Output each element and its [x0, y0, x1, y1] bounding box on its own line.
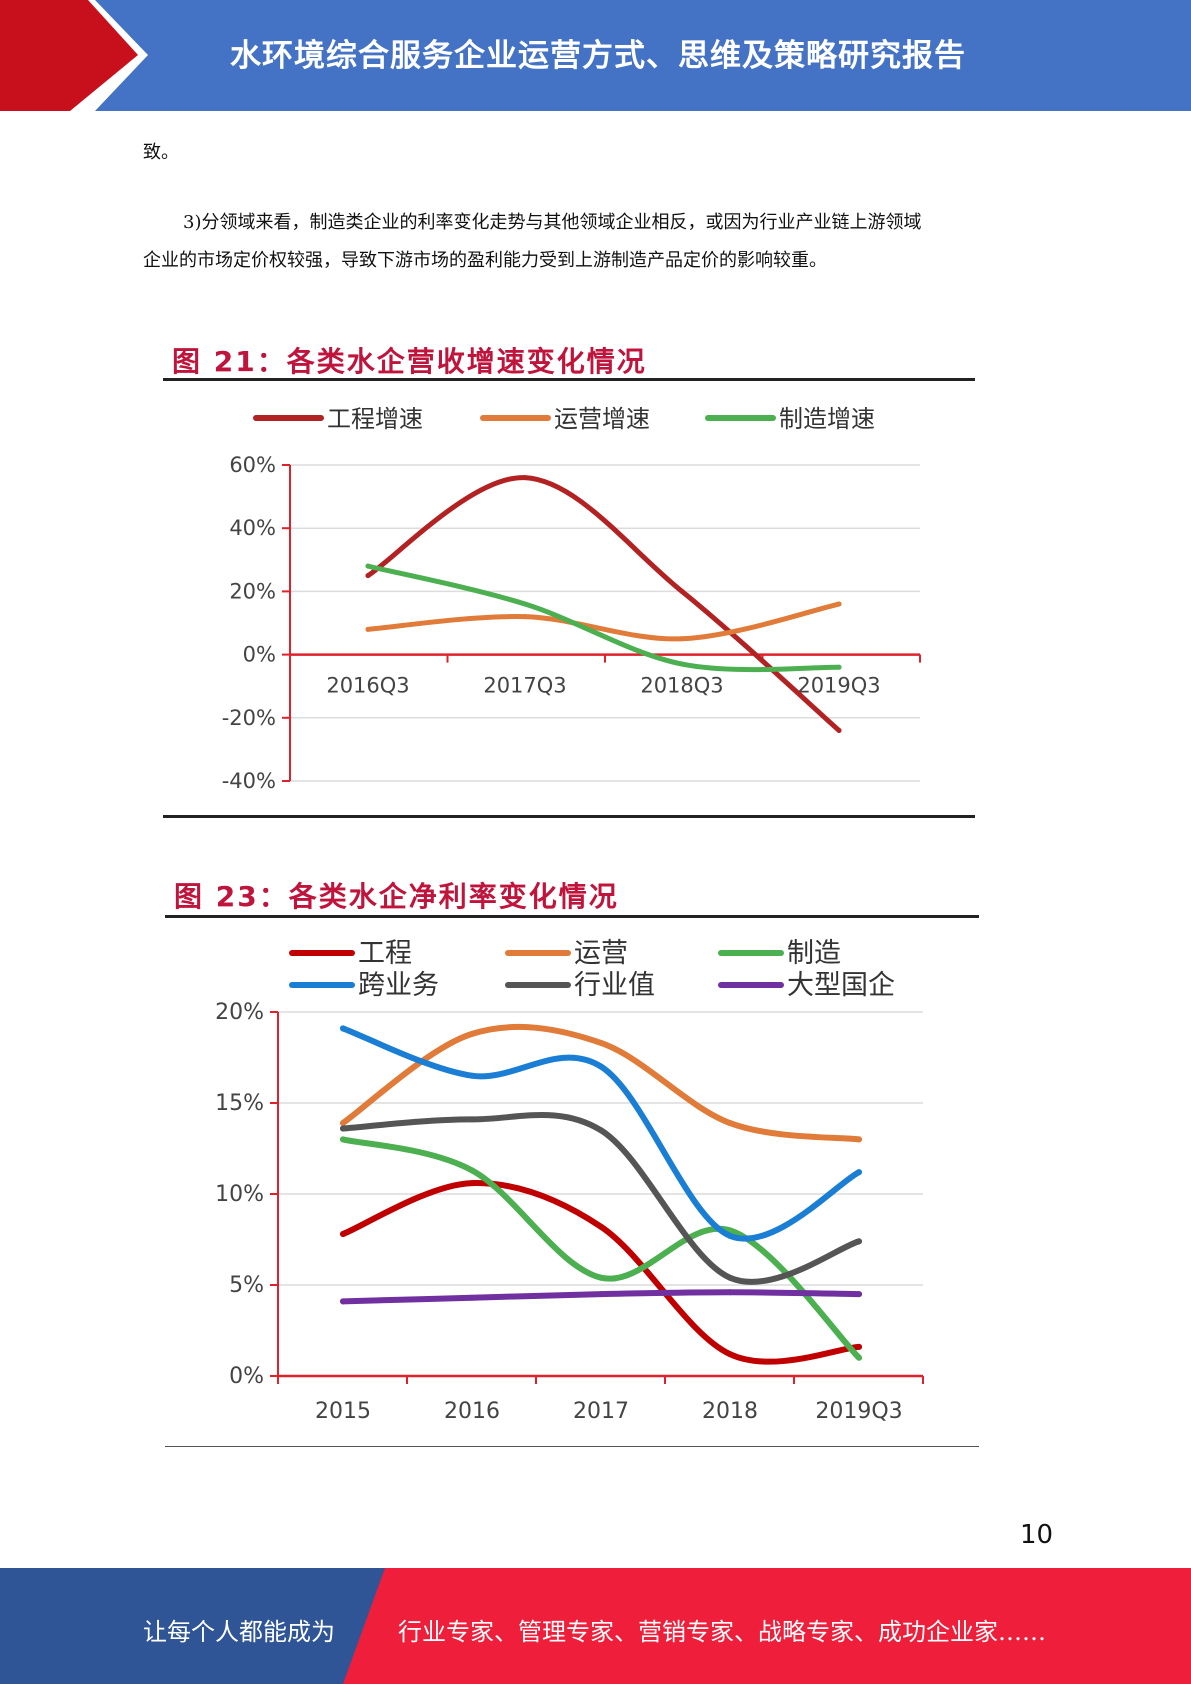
chart-title-rule	[163, 378, 975, 381]
data-point	[340, 1231, 346, 1238]
y-tick-label: 5%	[229, 1273, 264, 1298]
body-paragraph-line: 企业的市场定价权较强，导致下游市场的盈利能力受到上游制造产品定价的影响较重。	[143, 250, 827, 271]
data-point	[522, 614, 528, 620]
data-point	[340, 1025, 346, 1032]
footer-slogan: 让每个人都能成为	[143, 1618, 335, 1646]
chart-title-rule	[165, 915, 979, 918]
x-tick-label: 2016Q3	[326, 674, 409, 698]
x-tick-label: 2017Q3	[483, 674, 566, 698]
series-line	[340, 1112, 862, 1285]
legend-label: 制造	[787, 938, 841, 969]
legend-label: 工程	[358, 938, 412, 969]
data-point	[679, 588, 685, 594]
data-point	[522, 601, 528, 607]
footer-tagline: 行业专家、管理专家、营销专家、战略专家、成功企业家……	[398, 1618, 1046, 1646]
x-tick-label: 2016	[444, 1399, 500, 1424]
chart-title: 图 23：各类水企净利率变化情况	[174, 880, 619, 913]
chart-title: 图 21：各类水企营收增速变化情况	[172, 345, 647, 378]
legend-label: 工程增速	[327, 405, 423, 433]
net-margin-chart: 0% 5% 10% 15% 20% 2015 2016 2017 2018 2019Q3 工程 运营 制…	[215, 938, 924, 1424]
body-paragraph-line: 3)分领域来看，制造类企业的利率变化走势与其他领域企业相反，或因为行业产业链上游…	[183, 212, 922, 233]
page-footer: 让每个人都能成为 行业专家、管理专家、营销专家、战略专家、成功企业家……	[0, 1568, 1191, 1684]
data-point	[598, 1291, 604, 1298]
data-point	[469, 1167, 475, 1174]
data-point	[469, 1180, 475, 1187]
data-point	[727, 1274, 733, 1281]
data-point	[365, 563, 371, 569]
data-point	[727, 1351, 733, 1358]
legend-label: 跨业务	[358, 970, 439, 1001]
data-point	[340, 1298, 346, 1305]
data-point	[856, 1136, 862, 1143]
legend-label: 制造增速	[779, 405, 875, 433]
data-point	[598, 1039, 604, 1046]
x-tick-label: 2019Q3	[815, 1399, 902, 1424]
x-tick-label: 2015	[315, 1399, 371, 1424]
data-point	[727, 1289, 733, 1296]
y-tick-label: 20%	[215, 1000, 264, 1025]
data-point	[856, 1169, 862, 1176]
data-point	[856, 1343, 862, 1350]
y-tick-label: 20%	[229, 579, 276, 603]
legend-label: 运营增速	[554, 405, 650, 433]
data-point	[836, 727, 842, 733]
data-point	[856, 1238, 862, 1245]
data-point	[522, 475, 528, 481]
series-line	[365, 475, 842, 733]
data-point	[469, 1072, 475, 1079]
data-point	[679, 661, 685, 667]
data-point	[598, 1274, 604, 1281]
y-tick-label: 0%	[229, 1364, 264, 1389]
series-line	[365, 563, 842, 673]
data-point	[469, 1030, 475, 1037]
data-point	[856, 1291, 862, 1298]
data-point	[836, 601, 842, 607]
data-point	[836, 664, 842, 670]
series-line	[365, 601, 842, 642]
data-point	[679, 636, 685, 642]
revenue-growth-chart: -40% -20% 0% 20% 40% 60% 2016Q3 2017Q3 2018Q3 201…	[222, 405, 921, 793]
chart-bottom-rule	[165, 1446, 979, 1447]
x-tick-label: 2018Q3	[640, 674, 723, 698]
header-decoration	[0, 0, 148, 111]
series-line	[340, 1025, 862, 1242]
series-line	[340, 1136, 862, 1361]
x-tick-label: 2019Q3	[797, 674, 880, 698]
data-point	[340, 1120, 346, 1127]
body-text-line: 致。	[143, 142, 179, 163]
data-point	[598, 1223, 604, 1230]
y-tick-label: 0%	[243, 643, 276, 667]
footer-background	[0, 1568, 1191, 1684]
y-tick-label: -40%	[222, 769, 276, 793]
data-point	[340, 1136, 346, 1143]
header-title: 水环境综合服务企业运营方式、思维及策略研究报告	[230, 38, 966, 74]
y-tick-label: 15%	[215, 1091, 264, 1116]
data-point	[469, 1116, 475, 1123]
legend-label: 运营	[574, 938, 628, 969]
data-point	[856, 1354, 862, 1361]
data-point	[598, 1063, 604, 1070]
x-tick-label: 2018	[702, 1399, 758, 1424]
data-point	[365, 573, 371, 579]
page-number: 10	[1020, 1520, 1054, 1550]
data-point	[340, 1125, 346, 1132]
chart-bottom-rule	[163, 815, 975, 818]
legend-label: 大型国企	[787, 970, 895, 1001]
y-tick-label: 10%	[215, 1182, 264, 1207]
y-tick-label: 60%	[229, 453, 276, 477]
y-tick-label: 40%	[229, 516, 276, 540]
x-tick-label: 2017	[573, 1399, 629, 1424]
y-tick-label: -20%	[222, 706, 276, 730]
data-point	[598, 1127, 604, 1134]
data-point	[365, 626, 371, 632]
data-point	[469, 1294, 475, 1301]
data-point	[727, 1232, 733, 1239]
legend-label: 行业值	[574, 970, 655, 1001]
data-point	[727, 1120, 733, 1127]
page-header: 水环境综合服务企业运营方式、思维及策略研究报告	[0, 0, 1191, 111]
